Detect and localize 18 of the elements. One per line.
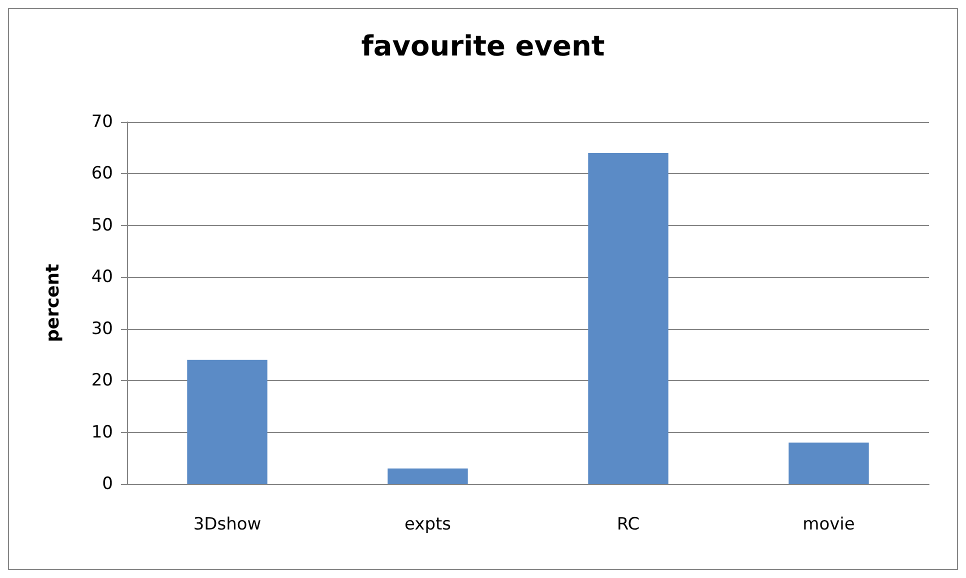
bar [388,468,468,484]
bar [788,442,869,484]
y-tick-label: 50 [91,215,113,236]
y-tick-label: 30 [91,318,113,339]
bar [588,153,668,484]
y-tick-label: 40 [91,267,113,288]
x-tick-label: movie [802,514,855,534]
x-tick-label: 3Dshow [193,514,262,534]
y-axis-title: percent [42,263,64,342]
y-tick-label: 20 [91,370,113,391]
x-tick-label: expts [404,514,452,534]
y-tick-label: 70 [91,112,113,132]
chart-title: favourite event [361,30,605,62]
y-tick-label: 10 [91,422,113,442]
y-tick-label: 60 [91,164,113,184]
bar [187,360,268,484]
y-tick-label: 0 [102,474,113,494]
x-tick-label: RC [616,514,640,534]
